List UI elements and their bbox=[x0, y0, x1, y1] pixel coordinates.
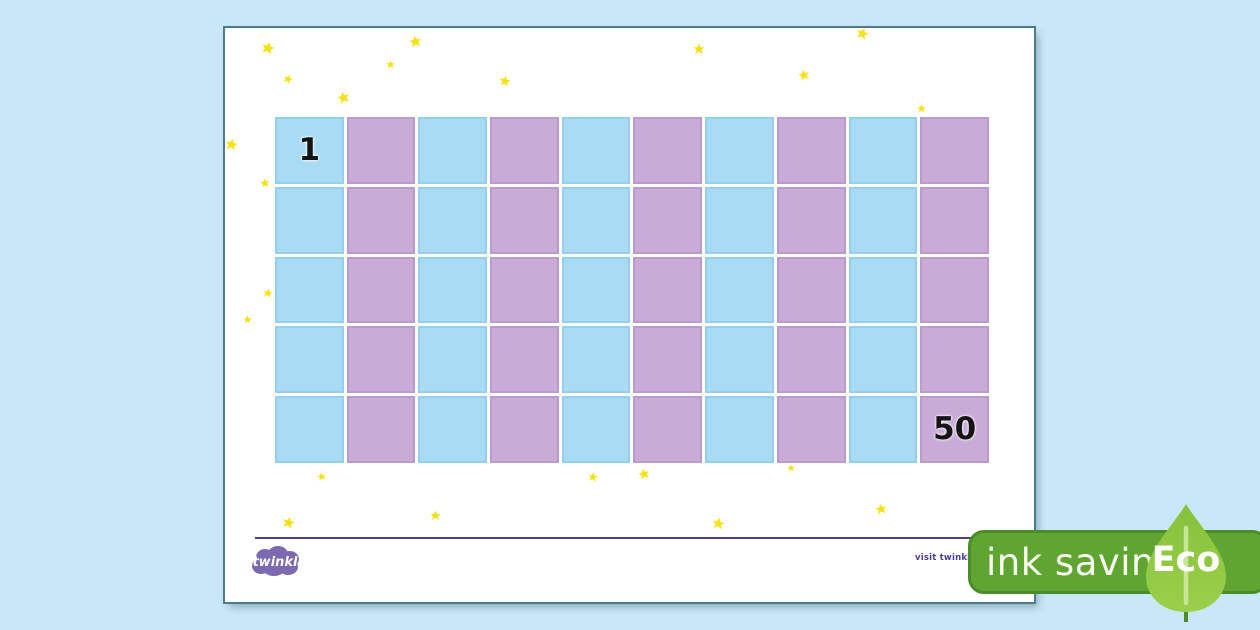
grid-cell bbox=[848, 117, 918, 184]
grid-cell bbox=[776, 256, 846, 324]
cell-number: 50 bbox=[933, 411, 977, 448]
twinkl-logo: twinkl bbox=[252, 546, 299, 576]
grid-cell bbox=[346, 256, 416, 324]
grid-cell bbox=[920, 256, 989, 324]
grid-cell bbox=[275, 256, 344, 324]
grid-cell bbox=[633, 186, 703, 254]
grid-cell bbox=[633, 396, 703, 463]
eco-label: Eco bbox=[1151, 540, 1221, 580]
grid-cell bbox=[848, 396, 918, 463]
grid-cell bbox=[561, 186, 631, 254]
grid-cell bbox=[418, 326, 488, 394]
grid-cell bbox=[776, 186, 846, 254]
eco-leaf-icon bbox=[1146, 504, 1226, 622]
grid-cell bbox=[490, 396, 559, 463]
grid-cell bbox=[705, 117, 774, 184]
grid-cell bbox=[490, 186, 559, 254]
grid-cell bbox=[920, 326, 989, 394]
grid-cell bbox=[561, 326, 631, 394]
grid-cell bbox=[776, 326, 846, 394]
grid-cell bbox=[705, 256, 774, 324]
grid-cell bbox=[418, 396, 488, 463]
twinkl-logo-text: twinkl bbox=[252, 555, 298, 570]
grid-cell bbox=[275, 396, 344, 463]
grid-cell bbox=[490, 326, 559, 394]
grid-cell bbox=[561, 117, 631, 184]
grid-cell: 1 bbox=[275, 117, 344, 184]
grid-cell bbox=[561, 256, 631, 324]
worksheet-page: 1 50 twinkl visit twinkl.com bbox=[225, 28, 1034, 602]
grid-cell bbox=[776, 117, 846, 184]
grid-cell bbox=[633, 326, 703, 394]
visit-twinkl-text: visit twinkl.com bbox=[915, 553, 995, 563]
grid-cell bbox=[848, 186, 918, 254]
grid-cell bbox=[848, 326, 918, 394]
grid-cell bbox=[561, 396, 631, 463]
grid-cell bbox=[776, 396, 846, 463]
grid-cell bbox=[346, 326, 416, 394]
grid-cell: 50 bbox=[920, 396, 989, 463]
grid-cell bbox=[705, 396, 774, 463]
grid-cell bbox=[275, 326, 344, 394]
grid-cell bbox=[346, 117, 416, 184]
grid-cell bbox=[418, 256, 488, 324]
grid-cell bbox=[346, 396, 416, 463]
grid-cell bbox=[848, 256, 918, 324]
grid-cell bbox=[346, 186, 416, 254]
grid-cell bbox=[920, 186, 989, 254]
number-grid: 1 50 bbox=[275, 117, 989, 463]
grid-cell bbox=[490, 117, 559, 184]
grid-cell bbox=[633, 117, 703, 184]
grid-cell bbox=[418, 117, 488, 184]
cell-number: 1 bbox=[298, 131, 321, 168]
grid-cell bbox=[705, 186, 774, 254]
grid-cell bbox=[920, 117, 989, 184]
footer-rule bbox=[255, 537, 1005, 539]
grid-cell bbox=[490, 256, 559, 324]
grid-cell bbox=[705, 326, 774, 394]
grid-cell bbox=[633, 256, 703, 324]
grid-cell bbox=[418, 186, 488, 254]
grid-cell bbox=[275, 186, 344, 254]
